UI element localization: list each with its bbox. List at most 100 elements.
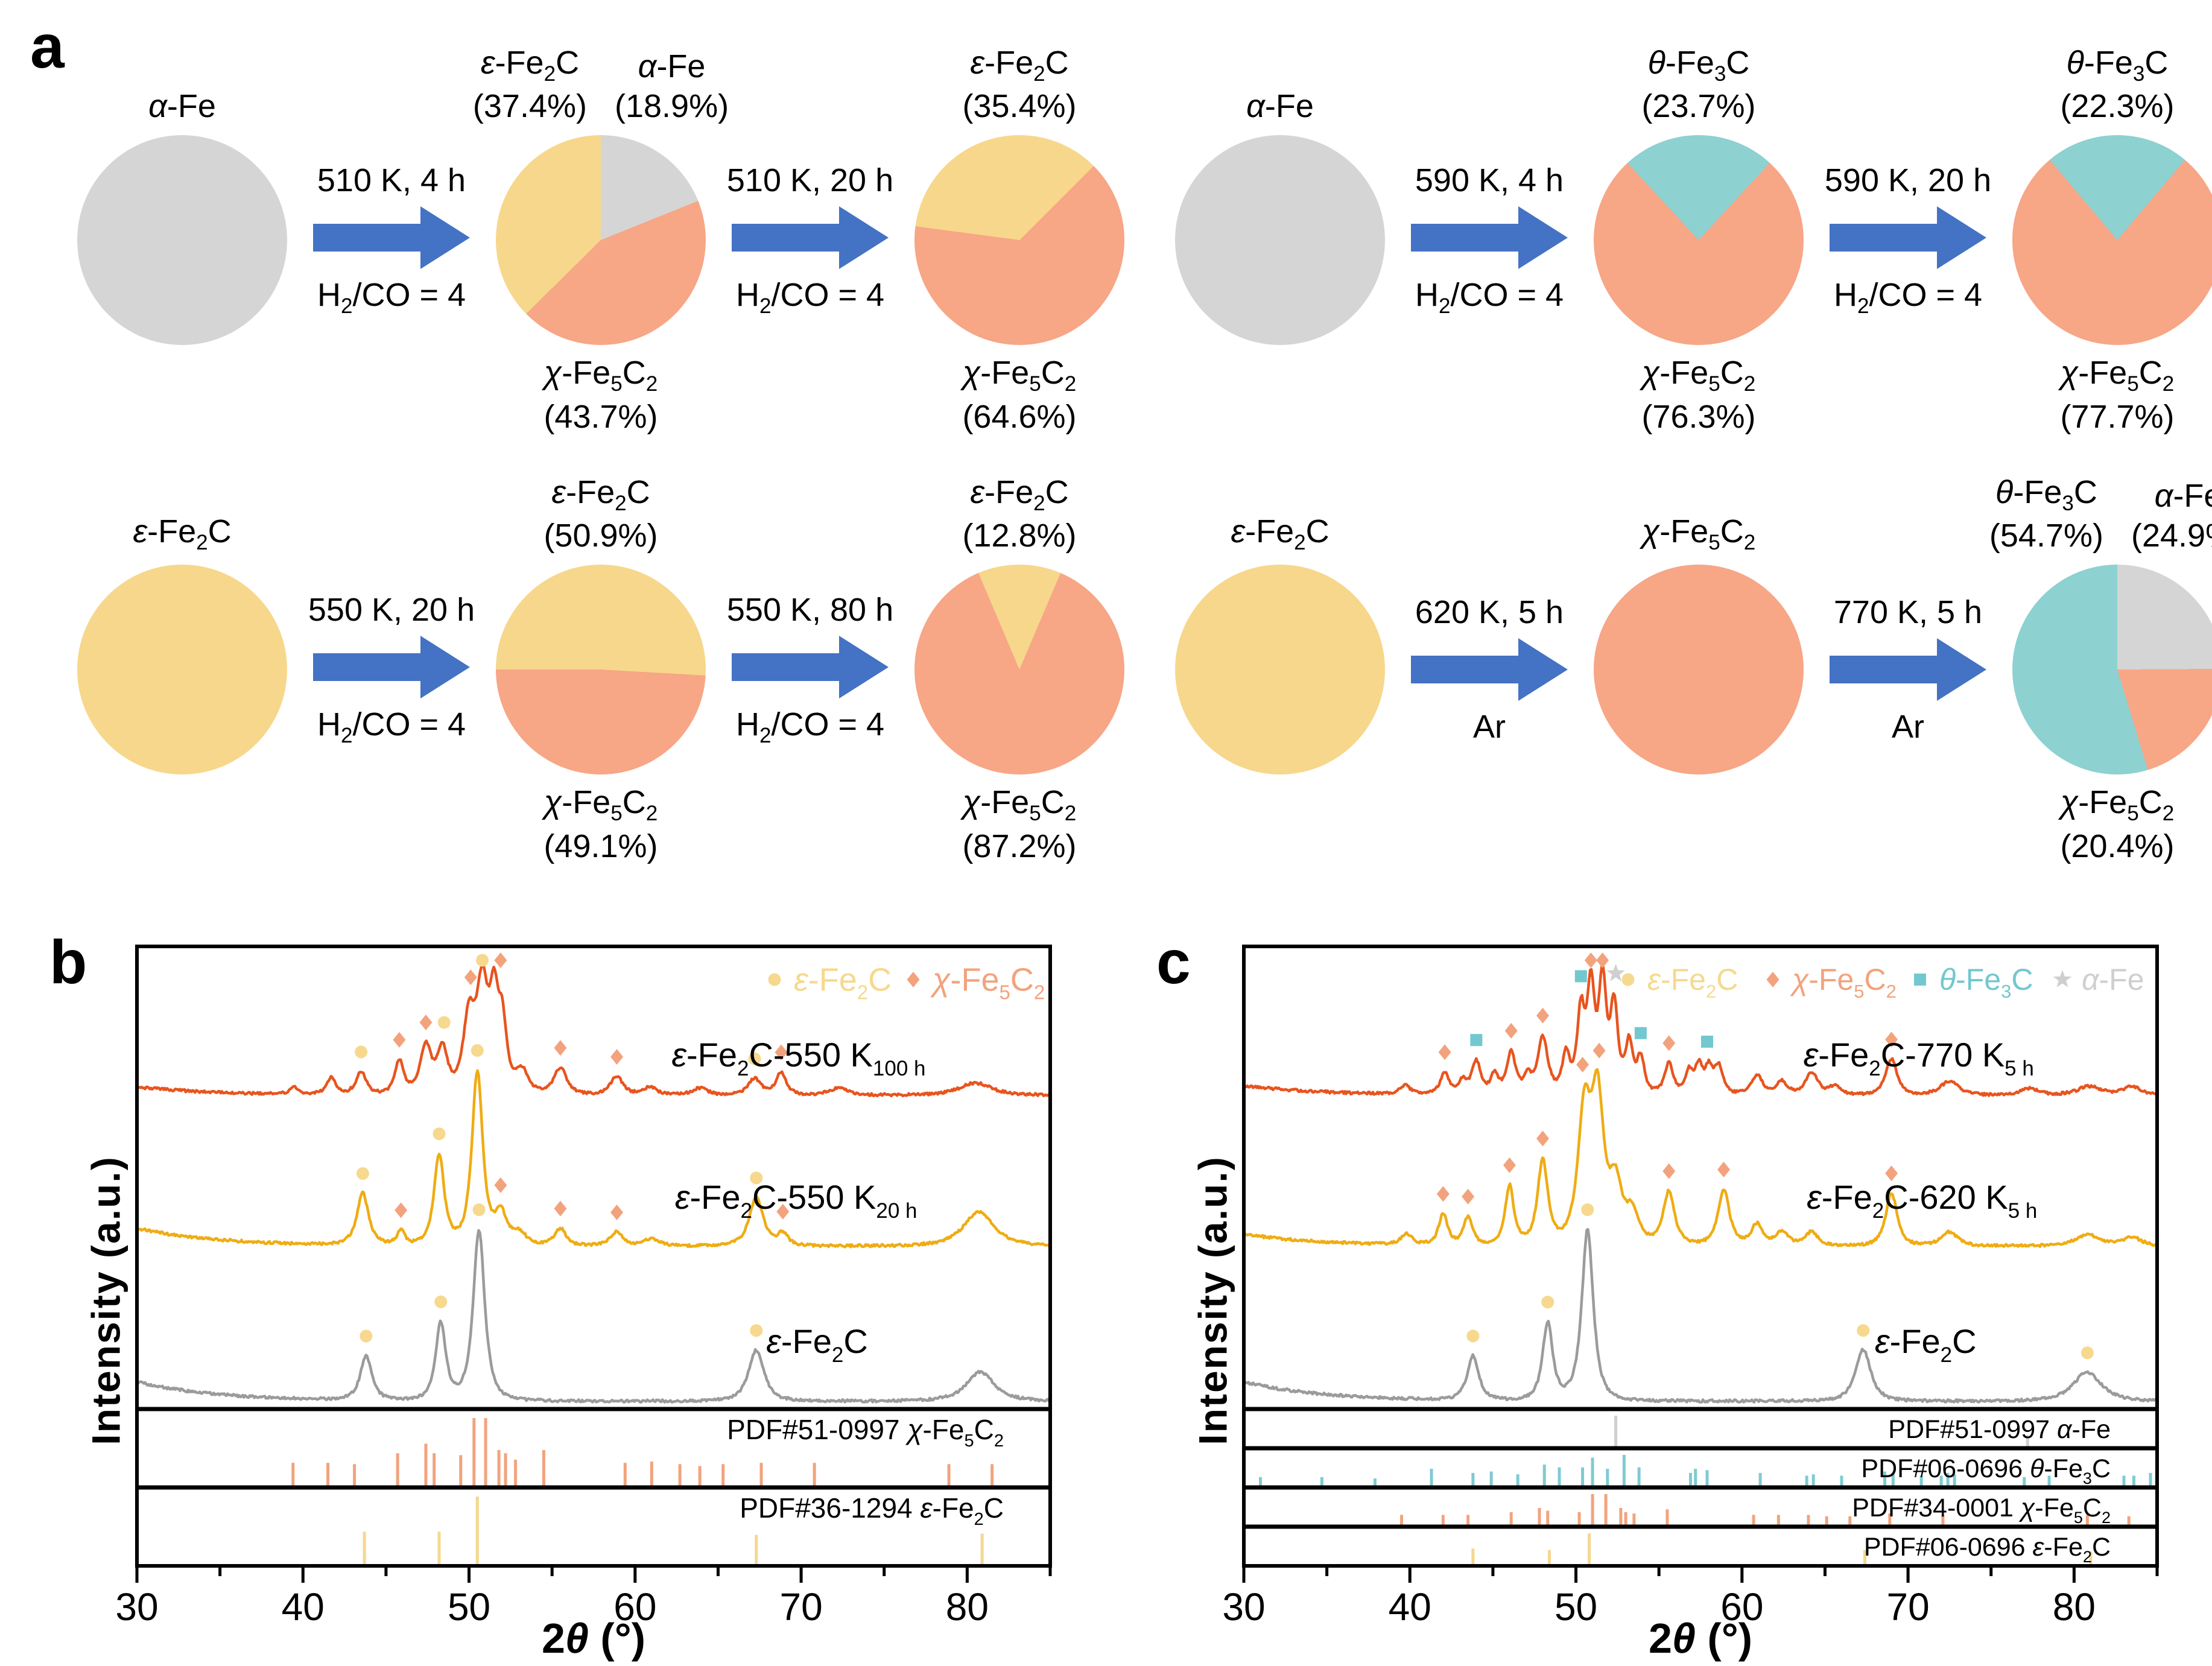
xrd-curve: [1243, 1227, 2158, 1404]
pie-block: θ-Fe3C (22.3%) χ-Fe5C2 (77.7%): [1999, 36, 2212, 444]
panel-a: a α-Fe 510 K, 4 h H2/CO = 4 ε-Fe2C (37.4%) α-…: [22, 12, 2212, 873]
chi-diamond-marker: [610, 1049, 624, 1065]
epsilon-circle-marker: [748, 1052, 761, 1065]
pie-chart: [2012, 135, 2212, 345]
panel-a-label: a: [30, 12, 65, 81]
x-axis-label: 2θ (°): [542, 1615, 645, 1662]
arrow-icon: [1830, 638, 1986, 701]
chi-diamond-marker: [1576, 1057, 1589, 1073]
theta-square-marker: [1634, 1027, 1647, 1039]
pie-label: θ-Fe3C (23.7%): [1641, 44, 1756, 125]
pie-label: θ-Fe3C (54.7%): [1989, 474, 2103, 554]
epsilon-circle-marker: [472, 1203, 486, 1217]
legend-item-label: α-Fe: [2082, 963, 2144, 996]
pie-block: ε-Fe2C (37.4%) α-Fe (18.9%) χ-Fe5C2 (43.7%): [473, 36, 729, 444]
curve-label: ε-Fe2C-620 K5 h: [1807, 1178, 2037, 1223]
xrd-plot-area-c: Intensity (a.u.) PDF#51-0997 α-Fe PDF#06-…: [1184, 945, 2187, 1662]
pie-label-row: χ-Fe5C2 (76.3%): [1641, 353, 1755, 444]
arrow-condition-top: 510 K, 4 h: [317, 162, 466, 198]
chi-diamond-marker: [776, 1203, 790, 1220]
pie-block: α-Fe: [1162, 36, 1398, 444]
arrow-condition-bottom: H2/CO = 4: [317, 706, 466, 747]
arrow-icon: [1411, 638, 1568, 701]
epsilon-circle-marker: [1857, 1324, 1870, 1337]
chi-diamond-marker: [1536, 1007, 1549, 1024]
peak-markers: [356, 1044, 790, 1221]
chi-diamond-marker: [395, 1202, 408, 1218]
epsilon-circle-marker: [355, 1045, 368, 1059]
alpha-star-marker: [2053, 970, 2072, 987]
arrow-condition-top: 620 K, 5 h: [1415, 594, 1564, 630]
legend-item-label: χ-Fe5C2: [930, 961, 1045, 1003]
epsilon-circle-marker: [433, 1127, 446, 1141]
x-tick-label: 80: [2053, 1585, 2096, 1629]
x-tick-label: 60: [613, 1585, 656, 1629]
transformation-row: α-Fe 590 K, 4 h H2/CO = 4 θ-Fe3C (23.7%) χ-Fe…: [1162, 36, 2212, 444]
legend-item-label: ε-Fe2C: [794, 961, 892, 1003]
arrow-condition-top: 550 K, 20 h: [308, 591, 475, 628]
theta-square-marker: [1470, 1034, 1483, 1047]
pie-chart: [77, 135, 287, 345]
pie-label-row: ε-Fe2C (37.4%) α-Fe (18.9%): [473, 36, 729, 127]
arrow-condition-bottom: H2/CO = 4: [735, 706, 885, 747]
xrd-curve: [1243, 964, 2157, 1097]
pie-label: ε-Fe2C (37.4%): [472, 44, 587, 125]
epsilon-circle-marker: [750, 1171, 763, 1185]
epsilon-circle-marker: [768, 973, 781, 986]
x-tick-label: 80: [946, 1585, 989, 1629]
ref-label: PDF#06-0696 θ-Fe3C: [1861, 1454, 2111, 1487]
reference-pattern: PDF#36-1294 ε-Fe2C: [363, 1492, 1004, 1564]
arrow-condition-top: 510 K, 20 h: [726, 162, 894, 198]
chi-diamond-marker: [775, 1044, 788, 1060]
legend-item-label: χ-Fe5C2: [1790, 963, 1897, 1002]
pie-chart: [1175, 135, 1385, 345]
chi-diamond-marker: [464, 969, 477, 986]
x-tick-label: 70: [779, 1585, 822, 1629]
x-axis: 30 40 50 60 70 80: [115, 1566, 1052, 1629]
epsilon-circle-marker: [437, 1016, 451, 1029]
epsilon-circle-marker: [476, 954, 489, 967]
pie-label: χ-Fe5C2 (87.2%): [962, 784, 1077, 864]
epsilon-circle-marker: [1621, 973, 1635, 986]
chi-diamond-marker: [907, 972, 920, 987]
arrow-condition-top: 590 K, 20 h: [1824, 162, 1992, 198]
reaction-arrow: 770 K, 5 h Ar: [1817, 466, 1999, 873]
y-axis-label: Intensity (a.u.): [84, 1156, 128, 1445]
pie-chart: [1175, 565, 1385, 774]
reference-pattern: PDF#51-0997 χ-Fe5C2: [291, 1414, 1004, 1486]
pie-label: χ-Fe5C2 (64.6%): [962, 355, 1077, 435]
transformation-row: ε-Fe2C 550 K, 20 h H2/CO = 4 ε-Fe2C (50.9%) χ…: [64, 466, 1138, 873]
alpha-star-marker: [1606, 963, 1625, 981]
x-axis: 30 40 50 60 70 80: [1222, 1566, 2159, 1629]
chi-diamond-marker: [494, 952, 507, 968]
pie-chart: [914, 135, 1124, 345]
legend-item-label: ε-Fe2C: [1647, 963, 1738, 1002]
x-tick-label: 50: [448, 1585, 490, 1629]
chi-diamond-marker: [1438, 1044, 1451, 1060]
x-tick-label: 50: [1554, 1585, 1597, 1629]
chi-diamond-marker: [393, 1031, 406, 1048]
pie-label: χ-Fe5C2 (43.7%): [543, 355, 658, 435]
pie-label-row: α-Fe: [148, 36, 216, 127]
pie-label: θ-Fe3C (22.3%): [2060, 44, 2175, 125]
epsilon-circle-marker: [750, 1324, 763, 1337]
pie-label: ε-Fe2C: [1231, 513, 1329, 555]
chi-diamond-marker: [1766, 972, 1779, 987]
chi-diamond-marker: [554, 1040, 567, 1056]
pie-label: α-Fe (18.9%): [615, 48, 729, 125]
pie-block: ε-Fe2C (50.9%) χ-Fe5C2 (49.1%): [483, 466, 719, 873]
x-axis-label: 2θ (°): [1649, 1615, 1752, 1662]
pie-label-row: ε-Fe2C (35.4%): [962, 36, 1076, 127]
phase-transformation-diagram: α-Fe 510 K, 4 h H2/CO = 4 ε-Fe2C (37.4%) α-Fe…: [64, 36, 2212, 873]
chi-diamond-marker: [1536, 1130, 1549, 1147]
xrd-plot-c: PDF#51-0997 α-Fe PDF#06-0696 θ-Fe3C PDF#34…: [1222, 945, 2159, 1662]
chi-diamond-marker: [610, 1205, 624, 1221]
epsilon-circle-marker: [1581, 1203, 1594, 1217]
chi-diamond-marker: [1436, 1186, 1450, 1202]
pie-chart: [496, 135, 706, 345]
pie-chart: [2012, 565, 2212, 774]
xrd-curve: [136, 963, 1051, 1098]
theta-square-marker: [1574, 970, 1587, 983]
theta-square-marker: [1701, 1035, 1714, 1048]
